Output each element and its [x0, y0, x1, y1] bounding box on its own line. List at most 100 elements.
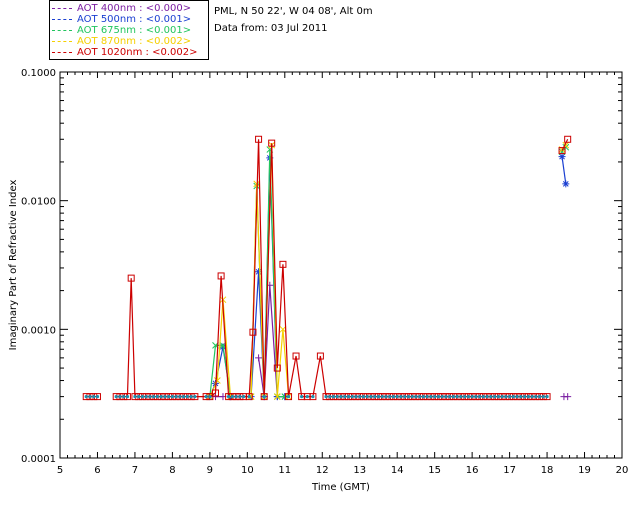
baseline-marker	[429, 395, 433, 399]
baseline-marker	[339, 395, 343, 399]
x-tick-label: 20	[616, 465, 629, 476]
data-point	[285, 393, 293, 401]
plot-frame	[59, 71, 623, 459]
data-point	[255, 268, 263, 276]
x-tick-label: 12	[316, 465, 329, 476]
baseline-marker	[526, 395, 530, 399]
baseline-marker	[448, 395, 452, 399]
baseline-marker	[152, 395, 156, 399]
baseline-marker	[241, 395, 246, 399]
data-point	[279, 325, 287, 333]
station-info: PML, N 50 22', W 04 08', Alt 0m	[214, 6, 373, 17]
legend-swatch	[52, 29, 72, 31]
x-tick-label: 7	[132, 465, 138, 476]
baseline-marker	[511, 395, 515, 399]
baseline-marker	[519, 395, 523, 399]
y-tick-label: 0.0100	[21, 197, 56, 208]
baseline-marker	[328, 395, 332, 399]
data-point	[558, 153, 566, 161]
baseline-marker	[391, 395, 396, 399]
legend-swatch	[52, 18, 72, 20]
data-point	[273, 393, 281, 400]
baseline-marker	[324, 395, 328, 399]
y-tick-label: 0.0010	[21, 325, 56, 336]
baseline-marker	[133, 395, 137, 399]
baseline-marker	[444, 395, 448, 399]
baseline-marker	[414, 395, 418, 399]
baseline-marker	[361, 395, 366, 399]
legend-label: AOT 400nm : <0.000>	[77, 3, 192, 14]
baseline-marker	[496, 395, 500, 399]
baseline-marker	[230, 395, 234, 399]
baseline-marker	[88, 395, 92, 399]
baseline-marker	[92, 395, 96, 399]
baseline-marker	[534, 395, 538, 399]
legend: AOT 400nm : <0.000> AOT 500nm : <0.001> …	[49, 0, 209, 60]
data-point	[558, 147, 566, 155]
x-tick-label: 5	[57, 465, 63, 476]
baseline-marker	[463, 395, 467, 399]
data-point	[273, 364, 281, 372]
x-axis-label: Time (GMT)	[311, 482, 370, 493]
baseline-marker	[500, 395, 504, 399]
data-point	[249, 328, 257, 336]
baseline-marker	[118, 395, 122, 399]
baseline-marker	[451, 395, 455, 399]
baseline-marker	[522, 395, 527, 399]
baseline-marker	[148, 395, 152, 399]
baseline-marker	[227, 395, 231, 399]
baseline-marker	[185, 395, 189, 399]
data-point	[127, 274, 135, 282]
baseline-marker	[541, 395, 545, 399]
legend-label: AOT 675nm : <0.001>	[77, 25, 192, 36]
legend-item-1020nm: AOT 1020nm : <0.002>	[52, 47, 197, 58]
baseline-marker	[440, 395, 444, 399]
baseline-marker	[485, 395, 489, 399]
baseline-marker	[174, 395, 178, 399]
x-tick-label: 6	[94, 465, 100, 476]
legend-item-500nm: AOT 500nm : <0.001>	[52, 14, 191, 25]
x-axis: 5 6 7 8 9 10 11 12 13 14 15 16 17 18 19 20	[57, 72, 629, 476]
baseline-marker	[305, 395, 309, 399]
baseline-marker	[144, 395, 148, 399]
baseline-marker	[466, 395, 470, 399]
x-tick-label: 17	[503, 465, 516, 476]
data-point	[255, 354, 263, 362]
baseline-marker	[530, 395, 534, 399]
baseline-marker	[388, 395, 392, 399]
x-tick-label: 9	[207, 465, 213, 476]
baseline-marker	[204, 395, 208, 399]
data-point	[214, 377, 221, 384]
y-axis: 0.0001 0.0010 0.0100 0.1000	[21, 68, 622, 465]
baseline-marker	[170, 395, 174, 399]
baseline-marker	[95, 395, 100, 399]
series-aot-1020nm	[82, 135, 572, 401]
baseline-marker	[167, 395, 171, 399]
baseline-marker	[436, 395, 441, 399]
data-point	[245, 393, 253, 401]
baseline-marker	[286, 395, 291, 399]
baseline-marker	[508, 395, 512, 399]
baseline-marker	[247, 395, 251, 399]
legend-item-675nm: AOT 675nm : <0.001>	[52, 25, 191, 36]
baseline-marker	[189, 395, 193, 399]
legend-item-870nm: AOT 870nm : <0.002>	[52, 36, 191, 47]
baseline-marker	[474, 395, 478, 399]
baseline-marker	[84, 395, 88, 399]
baseline-marker	[421, 395, 426, 399]
legend-item-400nm: AOT 400nm : <0.000>	[52, 3, 191, 14]
baseline-marker	[311, 395, 315, 399]
baseline-marker	[331, 395, 336, 399]
x-tick-label: 8	[169, 465, 175, 476]
baseline-marker	[238, 395, 242, 399]
series-line	[116, 139, 548, 398]
date-info: Data from: 03 Jul 2011	[214, 23, 328, 34]
baseline-marker	[125, 395, 130, 399]
data-point	[292, 352, 300, 360]
data-point	[217, 272, 225, 280]
series-line	[561, 139, 569, 151]
x-tick-label: 18	[541, 465, 554, 476]
x-tick-label: 16	[466, 465, 479, 476]
series-line	[561, 156, 567, 184]
